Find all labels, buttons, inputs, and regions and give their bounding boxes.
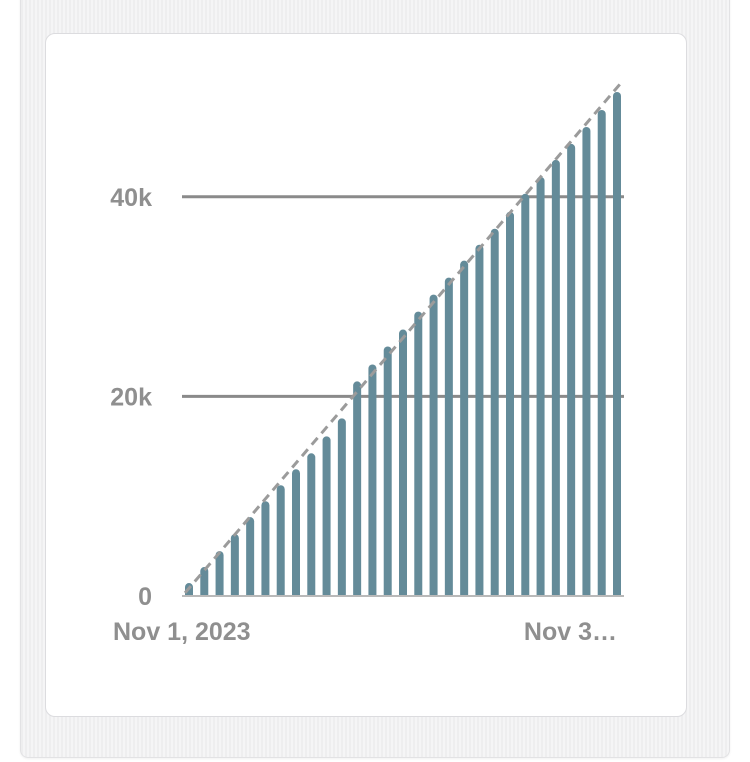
trendline-line: [183, 81, 623, 594]
bar: [353, 381, 362, 596]
bar: [399, 329, 407, 596]
trendline: [183, 81, 623, 594]
bar: [613, 92, 621, 596]
bar: [444, 277, 453, 596]
bar: [597, 109, 606, 596]
bar: [230, 534, 239, 596]
bar: [567, 143, 576, 596]
bar: [475, 244, 484, 597]
bar: [215, 551, 224, 596]
x-tick-label: Nov 3…: [524, 618, 617, 646]
bar: [414, 311, 423, 596]
chart-card: [45, 33, 687, 717]
bar: [292, 469, 300, 596]
bar: [582, 126, 591, 596]
y-tick-label: 0: [138, 583, 152, 611]
bar: [536, 176, 545, 596]
bar: [246, 517, 255, 596]
bar: [490, 228, 499, 596]
bar: [200, 567, 209, 596]
x-tick-label: Nov 1, 2023: [113, 618, 251, 646]
bar: [506, 211, 514, 596]
y-tick-label: 20k: [110, 383, 152, 411]
y-tick-label: 40k: [110, 184, 152, 212]
y-axis: 0 20k 40k: [110, 184, 152, 611]
bar: [261, 501, 270, 596]
bar: [368, 364, 377, 596]
bar: [551, 159, 560, 596]
bar: [337, 418, 346, 596]
bar: [307, 453, 316, 596]
bar: [460, 260, 469, 596]
bar: [521, 193, 530, 596]
bar: [429, 294, 438, 596]
x-axis: Nov 1, 2023 Nov 3…: [113, 595, 624, 646]
bars: [185, 92, 621, 597]
bar: [276, 485, 285, 596]
bar: [383, 346, 392, 596]
bar: [322, 436, 331, 596]
